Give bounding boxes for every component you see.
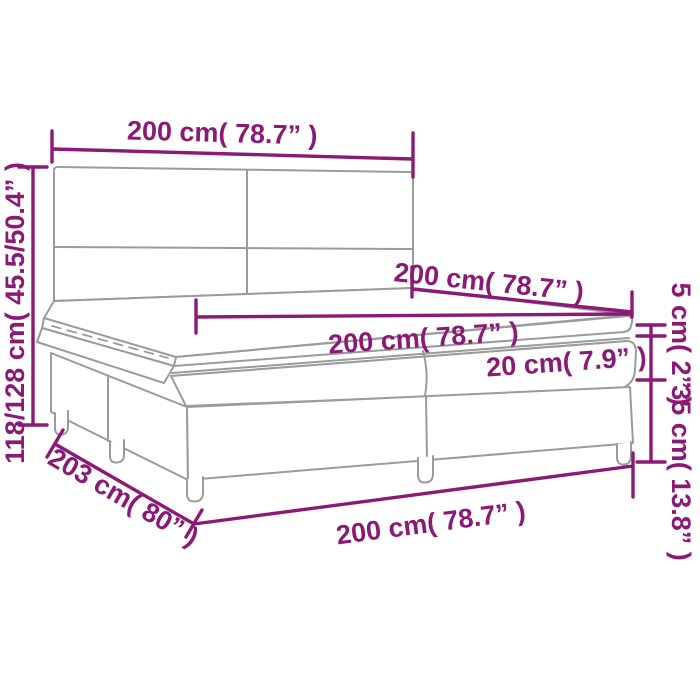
- dim-right-heights-line: [635, 323, 667, 464]
- bed-leg-4: [417, 455, 434, 484]
- topper-stitching: [51, 325, 169, 359]
- bed-drawing: [36, 166, 637, 503]
- bed-leg-2: [109, 439, 125, 464]
- mattress-left-face: [36, 327, 175, 384]
- dim-bottom-width-line: [192, 451, 635, 526]
- dim-label-base-height: 35 cm( 13.8” ): [666, 385, 696, 561]
- dim-label-top-width: 200 cm( 78.7” ): [127, 116, 318, 151]
- dim-label-left-total-height: 118/128 cm( 45.5/50.4” ): [0, 162, 30, 464]
- dim-left-height-line: [17, 165, 49, 427]
- topper-front-edge: [173, 315, 634, 367]
- bed-leg-5: [616, 441, 632, 466]
- box-front-face: [186, 386, 634, 481]
- headboard: [53, 166, 414, 302]
- dim-mattress-top-width-line: [194, 298, 634, 335]
- headboard-horizontal-seam: [53, 246, 414, 250]
- dim-label-topper-height: 5 cm( 2” ): [666, 282, 696, 405]
- dimension-lines: [17, 129, 667, 539]
- bed-leg-3: [186, 476, 204, 503]
- mattress-center-seam: [422, 350, 428, 397]
- box-front-seam: [425, 395, 428, 461]
- dim-label-bottom-width: 200 cm( 78.7” ): [334, 496, 527, 551]
- dim-top-width-line: [50, 129, 415, 179]
- mattress-top-gap-line-1: [171, 337, 630, 374]
